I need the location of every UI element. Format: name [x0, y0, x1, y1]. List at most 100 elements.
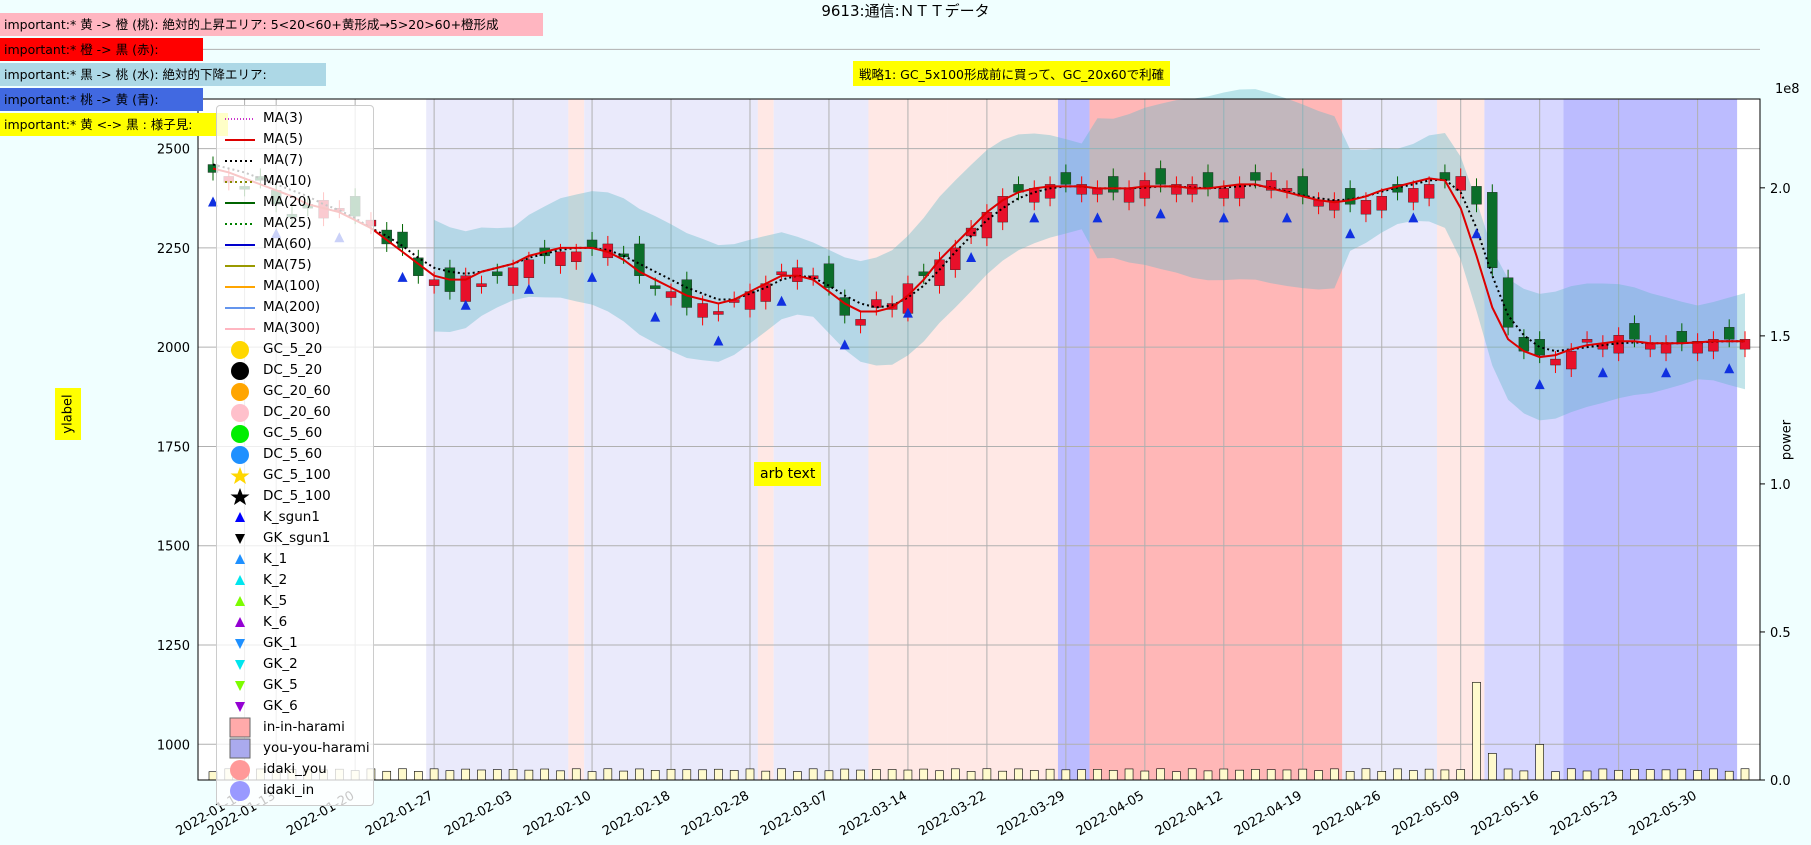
volume-bar-94 [1693, 770, 1702, 781]
volume-bar-75 [1393, 768, 1402, 781]
legend-item-1: MA(5) [217, 129, 373, 150]
volume-bar-45 [919, 768, 929, 781]
volume-bar-37 [793, 771, 802, 781]
candle-95 [1708, 339, 1719, 352]
legend-swatch-31 [230, 760, 250, 780]
arb-text: arb text [754, 462, 822, 486]
candle-29 [665, 291, 677, 298]
candle-97 [1739, 339, 1751, 350]
legend-label-31: idaki_you [263, 761, 327, 777]
volume-bar-50 [998, 770, 1007, 781]
note-4: important:* 黄 <-> 黒 : 様子見: [0, 113, 228, 136]
legend-item-11: GC_5_20 [217, 339, 373, 360]
legend-label-4: MA(20) [263, 194, 312, 210]
volume-bar-64 [1219, 768, 1229, 781]
candle-23 [571, 251, 582, 263]
y-tick-label-5: 2250 [157, 242, 190, 257]
legend-swatch-29 [229, 717, 251, 738]
band-1 [568, 99, 585, 780]
legend-marker-32 [230, 781, 250, 801]
candle-87 [1581, 339, 1593, 343]
legend-item-24: K_6 [217, 612, 373, 633]
legend-item-2: MA(7) [217, 150, 373, 171]
volume-bar-97 [1740, 768, 1750, 781]
volume-bar-80 [1472, 681, 1481, 781]
k-marker-64 [1218, 212, 1229, 223]
candle-69 [1297, 176, 1308, 197]
legend-marker-26 [235, 660, 245, 670]
legend-label-6: MA(60) [263, 236, 312, 252]
volume-bar-42 [872, 769, 881, 781]
legend-label-11: GC_5_20 [263, 341, 323, 357]
legend-label-17: GC_5_100 [263, 467, 331, 483]
legend-swatch-18 [230, 488, 250, 505]
candle-59 [1139, 180, 1151, 199]
volume-bar-34 [745, 768, 755, 781]
y-tick-label-3: 1750 [157, 440, 190, 455]
volume-bar-54 [1061, 769, 1071, 781]
candle-67 [1265, 180, 1277, 191]
legend-swatch-26 [235, 660, 245, 670]
legend-item-3: MA(10) [217, 171, 373, 192]
k-marker-80 [1471, 228, 1482, 239]
legend-item-21: K_1 [217, 549, 373, 570]
legend-label-19: K_sgun1 [263, 509, 320, 525]
volume-bar-60 [1156, 768, 1165, 781]
volume-bar-48 [966, 771, 976, 781]
candle-22 [555, 251, 566, 266]
y-axis-label-right: power [1779, 419, 1795, 461]
candle-53 [1044, 184, 1056, 199]
legend-label-30: you-you-harami [263, 740, 370, 756]
candle-42 [871, 299, 882, 308]
legend-item-19: K_sgun1 [217, 507, 373, 528]
k-marker-12 [397, 271, 408, 282]
legend-swatch-14 [231, 404, 249, 422]
legend-marker-11 [231, 341, 249, 359]
candle-90 [1629, 323, 1640, 340]
volume-bar-51 [1014, 768, 1023, 781]
legend-swatch-16 [231, 446, 249, 464]
k-marker-28 [650, 311, 661, 322]
x-tick-label-4: 2022-02-03 [442, 788, 515, 839]
legend: MA(3) MA(5) MA(7) MA(10) MA(20) MA(25) MA(60) M… [216, 105, 374, 806]
legend-marker-25 [235, 639, 245, 649]
volume-bar-87 [1582, 770, 1592, 781]
volume-bar-59 [1140, 770, 1150, 781]
legend-swatch-0 [225, 118, 255, 120]
candle-58 [1123, 188, 1135, 203]
ma7-line [212, 163, 1745, 353]
volume-bar-47 [951, 768, 960, 781]
y-tick-label-1: 1250 [157, 639, 190, 654]
volume-bar-43 [887, 769, 897, 781]
candle-76 [1408, 188, 1419, 203]
volume-bar-36 [777, 768, 786, 781]
volume-bar-38 [808, 768, 818, 781]
x-tick-label-14: 2022-04-19 [1232, 788, 1305, 839]
volume-bar-11 [382, 770, 392, 781]
legend-item-14: DC_20_60 [217, 402, 373, 423]
volume-bar-32 [714, 768, 723, 781]
band-0 [426, 99, 569, 780]
volume-bar-53 [1045, 768, 1055, 781]
y-tick-label-6: 2500 [157, 143, 190, 158]
x-tick-label-10: 2022-03-22 [916, 788, 989, 839]
volume-bar-55 [1077, 769, 1086, 781]
candle-18 [492, 271, 503, 276]
volume-bar-30 [682, 769, 692, 781]
volume-bar-12 [398, 768, 407, 781]
candle-61 [1171, 184, 1182, 195]
legend-swatch-28 [235, 702, 245, 712]
legend-label-15: GC_5_60 [263, 425, 323, 441]
volume-bar-76 [1409, 770, 1418, 781]
legend-swatch-6 [225, 244, 255, 246]
note-3: important:* 桃 -> 黄 (青): [0, 88, 203, 111]
candle-79 [1455, 176, 1466, 191]
volume-bar-96 [1724, 770, 1734, 781]
legend-label-21: K_1 [263, 551, 288, 567]
legend-swatch-22 [235, 575, 245, 585]
legend-label-2: MA(7) [263, 152, 304, 168]
y-axis-label: ylabel [55, 388, 81, 440]
ichimoku-cloud [434, 89, 1745, 421]
volume-bar-86 [1566, 768, 1576, 781]
strategy-note: 戦略1: GC_5x100形成前に買って、GC_20x60で利確 [853, 61, 1171, 86]
